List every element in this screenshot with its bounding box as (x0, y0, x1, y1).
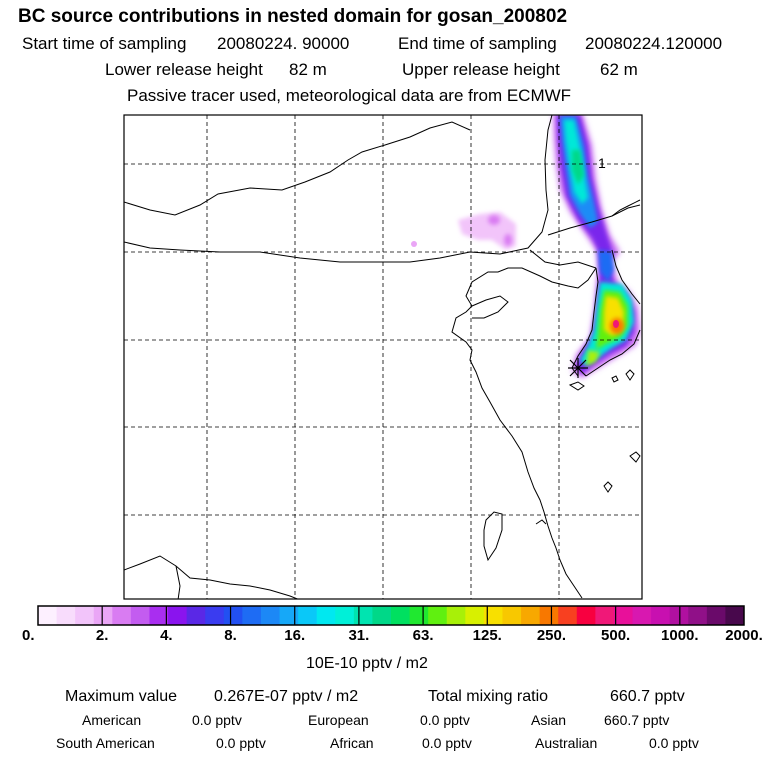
colorbar-cell (260, 606, 281, 625)
region-name: European (308, 712, 369, 728)
region-value: 0.0 pptv (649, 735, 699, 751)
region-name: Australian (535, 735, 598, 751)
colorbar-cell (149, 606, 169, 625)
figure-title: BC source contributions in nested domain… (18, 6, 568, 27)
region-name: African (330, 735, 374, 751)
start-time-value: 20080224. 90000 (217, 34, 350, 53)
colorbar-cell (298, 606, 318, 625)
region-value: 0.0 pptv (422, 735, 472, 751)
start-time-label: Start time of sampling (22, 34, 187, 53)
colorbar-cell (613, 606, 634, 625)
region-name: Asian (531, 712, 567, 728)
colorbar-cell (521, 606, 541, 625)
colorbar-cell (353, 606, 373, 625)
colorbar-cell (335, 606, 355, 625)
end-time-label: End time of sampling (398, 34, 557, 53)
lower-release-value: 82 m (289, 60, 327, 79)
colorbar-cell (168, 606, 188, 625)
colorbar-cell (483, 606, 503, 625)
colorbar-cell (75, 606, 95, 625)
colorbar-cell (595, 606, 615, 625)
region-name: South American (56, 735, 155, 751)
region-value: 0.0 pptv (420, 712, 470, 728)
colorbar-cell (576, 606, 596, 625)
colorbar-cell (632, 606, 652, 625)
colorbar-tick-label: 1000. (661, 627, 699, 644)
lower-release-label: Lower release height (105, 60, 263, 79)
colorbar-tick-label: 0. (22, 627, 35, 644)
map-frame (123, 114, 643, 600)
colorbar-cell (391, 606, 411, 625)
colorbar-cell (688, 606, 708, 625)
colorbar-tick-label: 2000. (725, 627, 763, 644)
colorbar-cell (279, 606, 299, 625)
colorbar-cell (428, 606, 448, 625)
colorbar-cell (539, 606, 559, 625)
colorbar-cell (186, 606, 206, 625)
colorbar-cell (372, 606, 392, 625)
colorbar-tick-label: 63. (412, 627, 434, 644)
colorbar-cell (725, 606, 745, 625)
colorbar-cell (446, 606, 466, 625)
region-value: 0.0 pptv (216, 735, 266, 751)
total-mixing-label: Total mixing ratio (428, 688, 549, 705)
colorbar-tick-label: 250. (536, 627, 567, 644)
colorbar-cell (38, 606, 58, 625)
colorbar-tick-label: 8. (224, 627, 237, 644)
colorbar-cell (651, 606, 671, 625)
tracer-note: Passive tracer used, meteorological data… (127, 86, 572, 105)
upper-release-label: Upper release height (402, 60, 560, 79)
colorbar-cell (558, 606, 578, 625)
colorbar-cell (502, 606, 522, 625)
region-name: American (82, 712, 142, 728)
colorbar-tick-label: 125. (472, 627, 502, 644)
max-value-label: Maximum value (65, 688, 178, 705)
region-value: 0.0 pptv (192, 712, 242, 728)
colorbar-cell (112, 606, 132, 625)
colorbar-cell (223, 606, 243, 625)
colorbar-tick-label: 500. (601, 627, 631, 644)
colorbar-cell (56, 606, 76, 625)
concentration-plume (411, 115, 640, 378)
colorbar-cell (409, 606, 429, 625)
colorbar-frame (37, 605, 745, 626)
end-time-value: 20080224.120000 (585, 34, 723, 53)
colorbar-cell (316, 606, 336, 625)
total-mixing-value: 660.7 pptv (610, 688, 685, 705)
colorbar-cell (205, 606, 225, 625)
colorbar-cell (130, 606, 150, 625)
colorbar-tick-label: 4. (160, 627, 173, 644)
colorbar-tick-label: 2. (95, 627, 109, 644)
contour-label: 1 (598, 155, 606, 171)
graticule (124, 115, 642, 599)
region-value: 660.7 pptv (604, 712, 670, 728)
colorbar-unit: 10E-10 pptv / m2 (306, 655, 428, 672)
upper-release-value: 62 m (600, 60, 638, 79)
colorbar-tick-label: 16. (284, 627, 306, 644)
max-value: 0.267E-07 pptv / m2 (214, 688, 359, 705)
colorbar-cell (706, 606, 726, 625)
colorbar-tick-label: 31. (348, 627, 370, 644)
colorbar-cell (465, 606, 485, 625)
release-site-marker (568, 358, 588, 378)
colorbar-cell (93, 606, 113, 625)
colorbar-cell (242, 606, 262, 625)
